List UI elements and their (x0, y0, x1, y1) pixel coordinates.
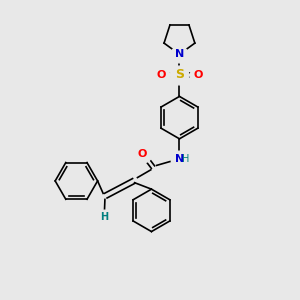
Text: H: H (100, 212, 108, 222)
Text: S: S (175, 68, 184, 81)
Text: H: H (182, 154, 190, 164)
Text: N: N (175, 154, 184, 164)
Text: O: O (138, 148, 147, 158)
Text: N: N (175, 49, 184, 59)
Text: O: O (157, 70, 166, 80)
Text: O: O (193, 70, 202, 80)
